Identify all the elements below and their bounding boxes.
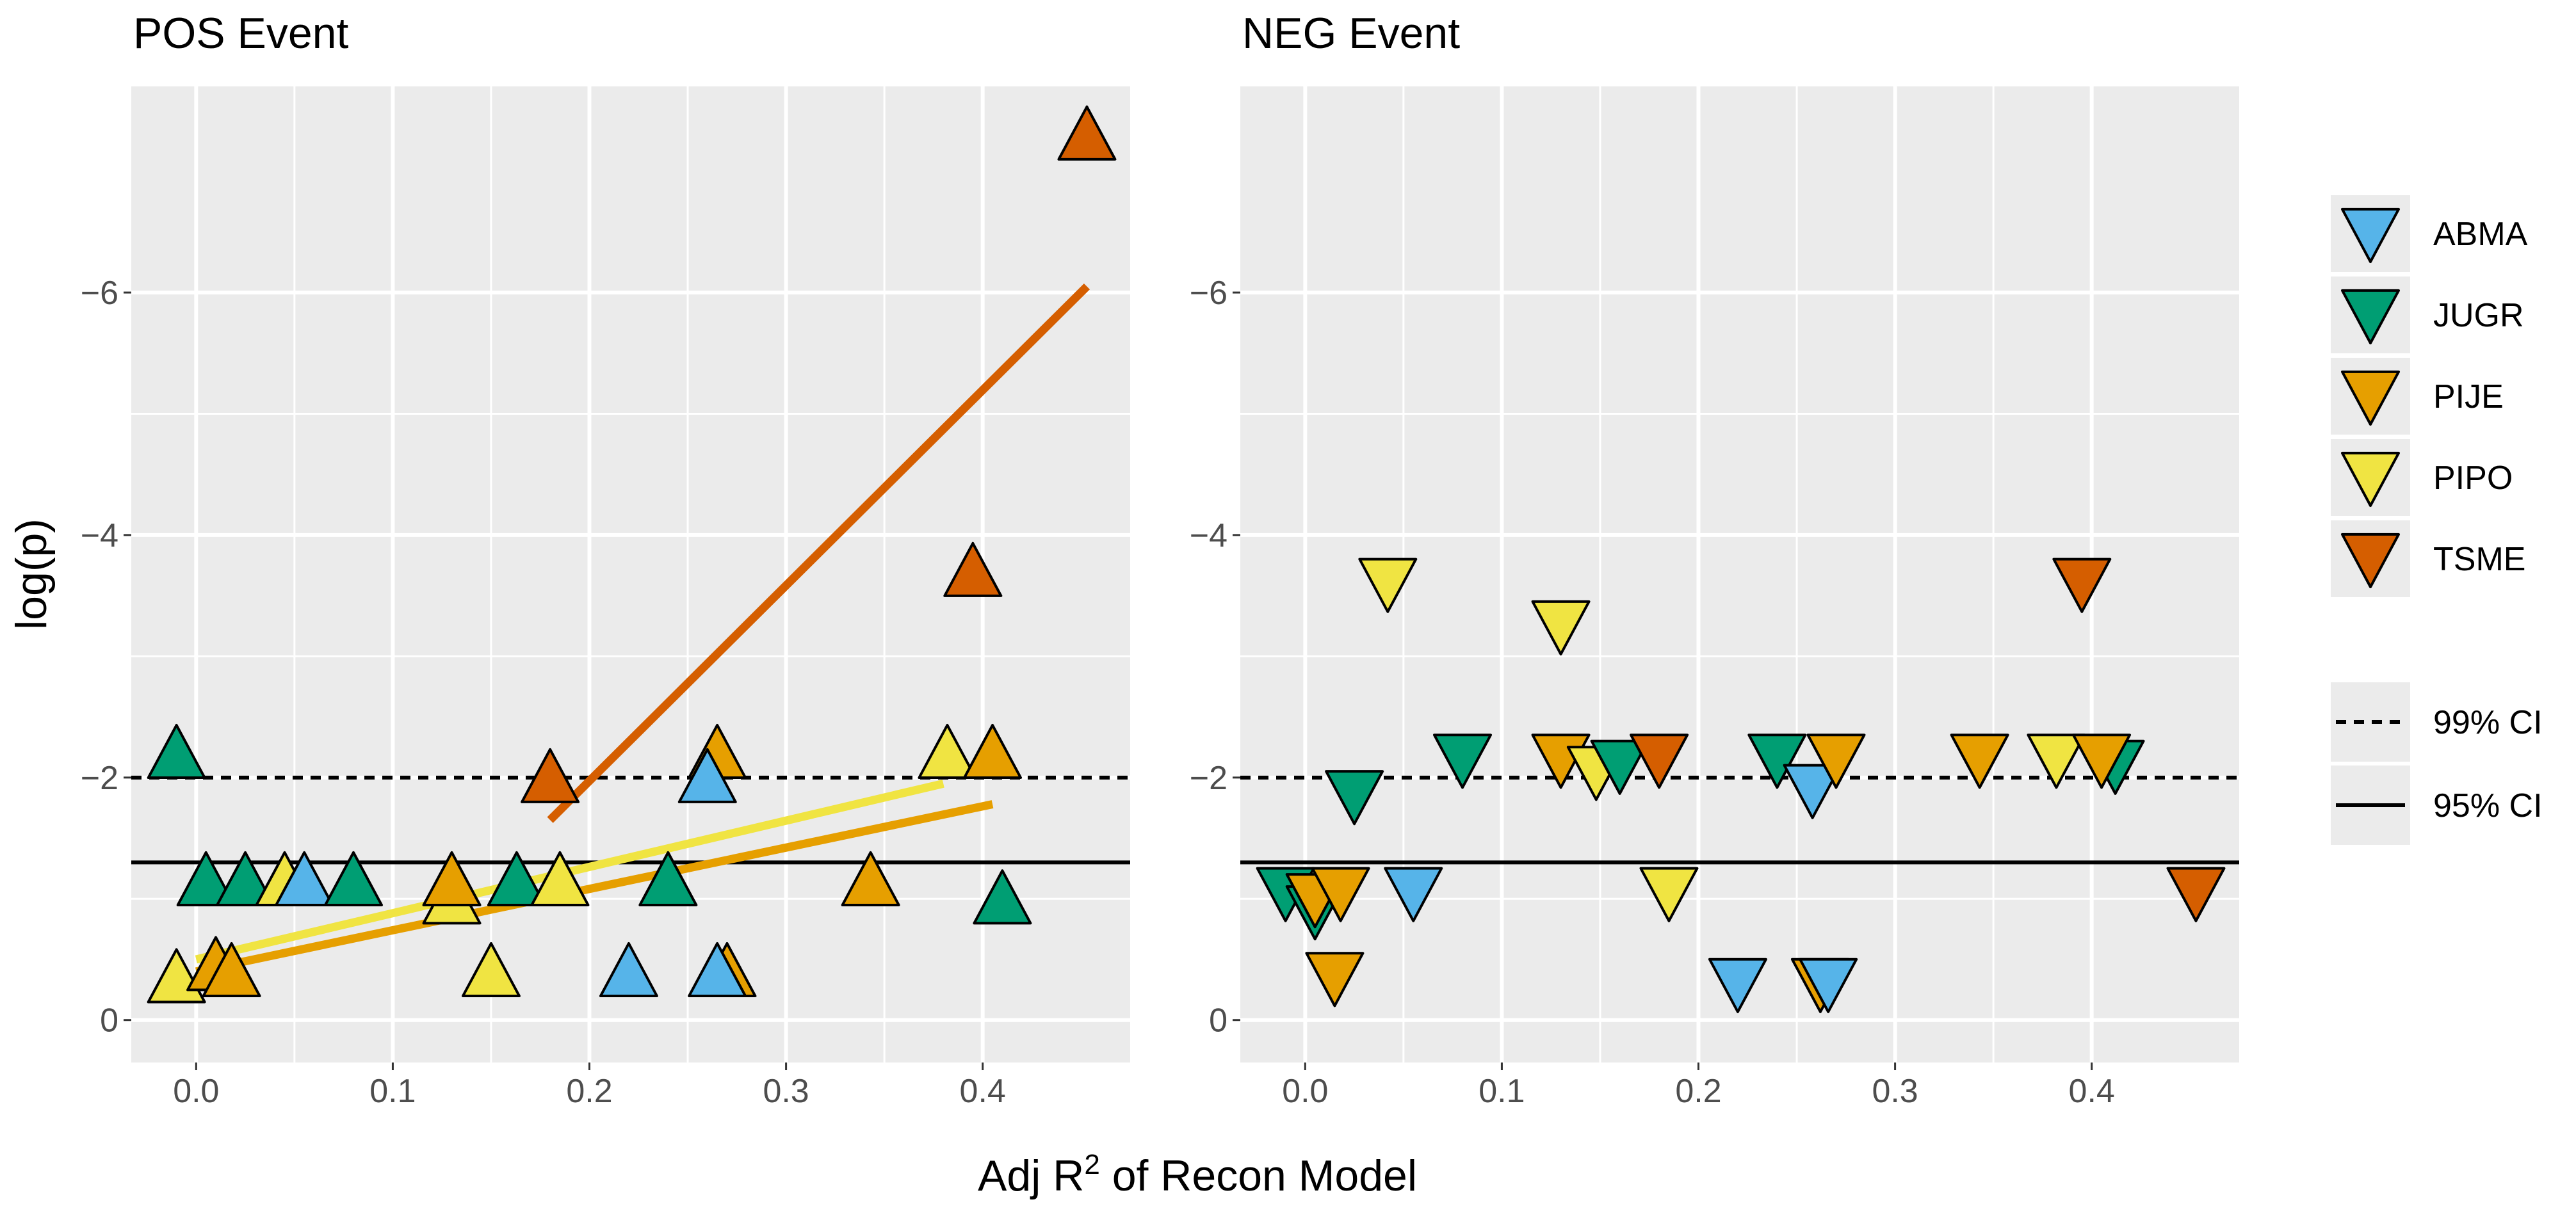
x-tick-label: 0.0 <box>1282 1073 1328 1110</box>
legend-symbol-abma <box>2341 207 2400 263</box>
data-point-tsme <box>1630 734 1689 789</box>
panel-neg-x-ticks: 0.0 0.1 0.2 0.3 0.4 <box>1282 1063 2115 1110</box>
panel-pos: POS Event 0.0 0.1 0.2 0.3 0.4 0 −2 −4 −6 <box>81 9 1130 1110</box>
data-point-jugr <box>487 851 546 906</box>
x-axis-title-main: Adj R <box>978 1151 1084 1200</box>
y-axis-title: log(p) <box>7 518 56 630</box>
x-tick-label: 0.0 <box>173 1073 219 1110</box>
x-axis-title-superscript: 2 <box>1084 1149 1099 1180</box>
data-point-pipo <box>461 942 521 998</box>
data-point-tsme <box>521 748 580 803</box>
panel-neg-points <box>1256 557 2226 1013</box>
data-point-pije <box>1950 734 2009 789</box>
x-tick-label: 0.1 <box>369 1073 416 1110</box>
x-axis-title-rest: of Recon Model <box>1100 1151 1417 1200</box>
legend-label-ci: 95% CI <box>2433 787 2543 824</box>
y-tick-label: 0 <box>1209 1002 1227 1039</box>
panel-pos-grid <box>131 86 1130 1063</box>
legend-label-pipo: PIPO <box>2433 460 2513 497</box>
data-point-abma <box>1783 764 1842 819</box>
y-tick-label: −4 <box>1190 517 1227 554</box>
x-tick-label: 0.2 <box>1675 1073 1721 1110</box>
y-tick-label: −6 <box>81 275 118 312</box>
data-point-pipo <box>1358 557 1418 613</box>
data-point-jugr <box>1433 734 1493 789</box>
data-point-abma <box>688 942 747 998</box>
legend-label-tsme: TSME <box>2433 541 2525 578</box>
legend-symbol-pipo <box>2341 451 2400 507</box>
data-point-pipo <box>1639 867 1699 922</box>
y-tick-label: −2 <box>1190 760 1227 797</box>
data-point-pije <box>1305 952 1365 1007</box>
data-point-jugr <box>324 851 384 906</box>
x-tick-label: 0.4 <box>2069 1073 2115 1110</box>
data-point-tsme <box>2052 557 2112 613</box>
y-tick-label: −2 <box>81 760 118 797</box>
panel-neg: NEG Event 0.0 0.1 0.2 0.3 0.4 0 −2 −4 −6 <box>1190 9 2239 1110</box>
data-point-jugr <box>1590 739 1649 795</box>
x-tick-label: 0.3 <box>763 1073 809 1110</box>
panel-neg-title: NEG Event <box>1242 9 1460 58</box>
data-point-jugr <box>638 851 698 906</box>
data-point-pipo <box>530 851 590 906</box>
data-point-pije <box>1311 867 1370 922</box>
y-tick-label: −6 <box>1190 275 1227 312</box>
panel-neg-reference-lines <box>1240 775 2239 865</box>
legend-label-pije: PIJE <box>2433 378 2504 415</box>
data-point-tsme <box>2166 867 2226 922</box>
data-point-jugr <box>176 851 236 906</box>
data-point-abma <box>677 748 737 803</box>
data-point-pije <box>202 942 261 998</box>
data-point-pije <box>963 723 1023 780</box>
legend-symbol-pije <box>2341 370 2400 426</box>
data-point-pije <box>422 851 482 906</box>
legend-symbol-jugr <box>2341 289 2400 344</box>
panel-pos-title: POS Event <box>133 9 348 58</box>
x-tick-label: 0.4 <box>960 1073 1006 1110</box>
data-point-jugr <box>1747 734 1807 789</box>
data-point-pije <box>2072 734 2132 789</box>
data-point-tsme <box>943 541 1003 597</box>
x-tick-label: 0.3 <box>1872 1073 1918 1110</box>
data-point-jugr <box>147 723 206 780</box>
x-tick-label: 0.2 <box>566 1073 612 1110</box>
x-tick-label: 0.1 <box>1478 1073 1525 1110</box>
legend-label-abma: ABMA <box>2433 216 2528 253</box>
panel-pos-points <box>147 105 1117 1004</box>
data-point-pije <box>1806 734 1866 789</box>
data-point-abma <box>275 851 334 906</box>
data-point-abma <box>1708 958 1767 1013</box>
x-axis-title: Adj R2 of Recon Model <box>978 1149 1417 1200</box>
panel-pos-y-ticks: 0 −2 −4 −6 <box>81 275 131 1039</box>
data-point-abma <box>1384 867 1443 922</box>
legend-label-jugr: JUGR <box>2433 297 2524 334</box>
data-point-pije <box>841 851 900 906</box>
data-point-jugr <box>1325 770 1384 826</box>
fit-line-pije <box>195 800 994 976</box>
fit-line-tsme <box>547 283 1090 823</box>
data-point-pipo <box>1531 600 1591 656</box>
data-point-pipo <box>2027 734 2086 789</box>
y-tick-label: −4 <box>81 517 118 554</box>
panel-pos-x-ticks: 0.0 0.1 0.2 0.3 0.4 <box>173 1063 1006 1110</box>
data-point-pipo <box>918 723 977 780</box>
y-tick-label: 0 <box>100 1002 118 1039</box>
panel-neg-y-ticks: 0 −2 −4 −6 <box>1190 275 1240 1039</box>
data-point-jugr <box>216 851 275 906</box>
data-point-abma <box>1799 958 1858 1013</box>
legend: ABMA JUGR PIJE PIPO TSME 99% CI 95% CI <box>2331 195 2543 845</box>
data-point-tsme <box>1057 105 1117 161</box>
legend-label-ci: 99% CI <box>2433 704 2543 741</box>
data-point-abma <box>599 942 658 998</box>
legend-symbol-tsme <box>2341 533 2400 588</box>
data-point-jugr <box>973 869 1032 925</box>
